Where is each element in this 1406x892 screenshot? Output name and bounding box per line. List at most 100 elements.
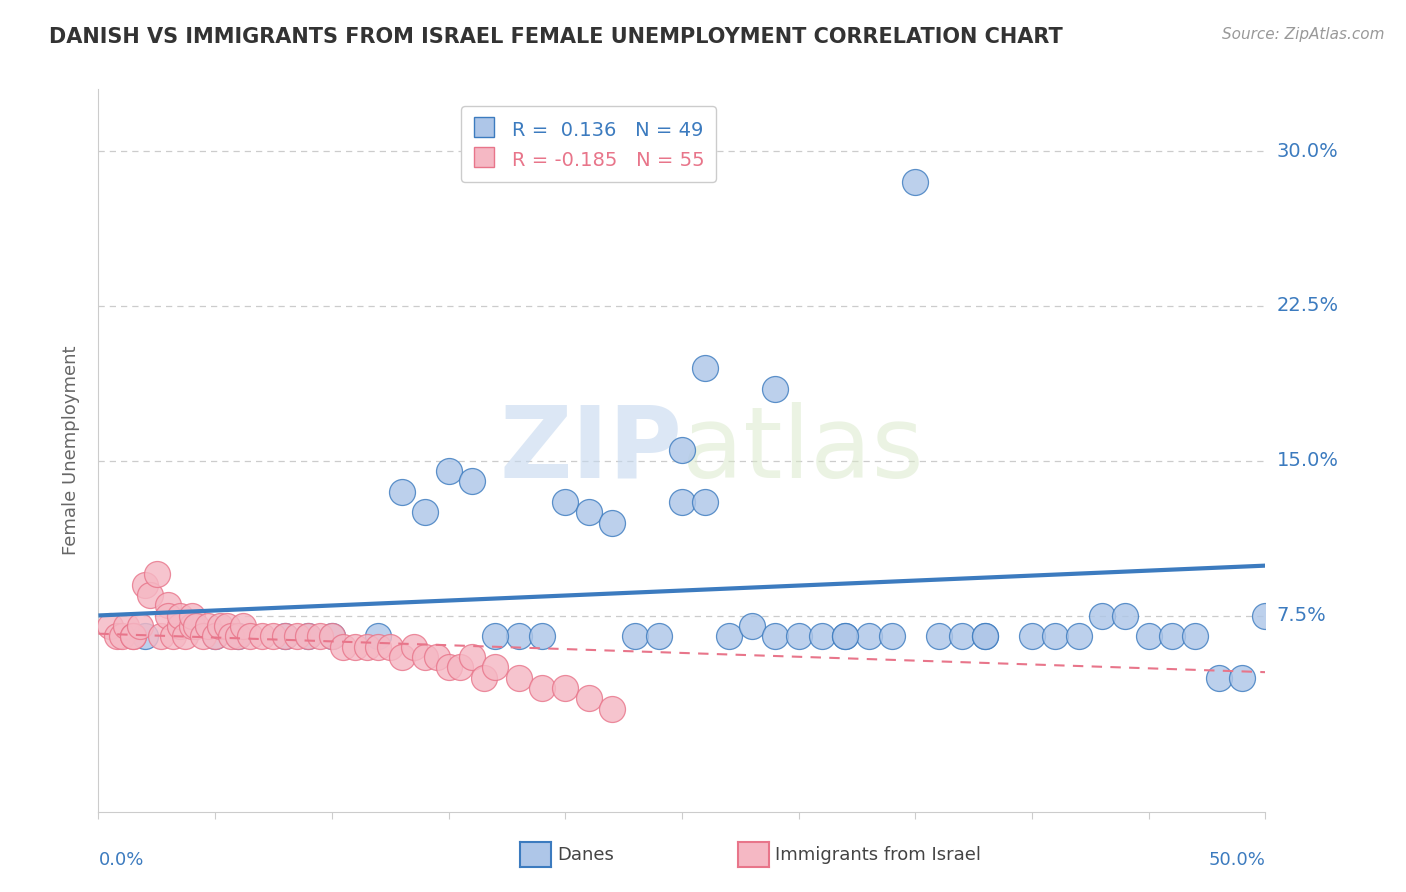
Point	[530, 629, 553, 643]
Point	[1184, 629, 1206, 643]
Point	[115, 619, 138, 633]
Point	[1254, 608, 1277, 623]
Point	[578, 691, 600, 706]
Point	[380, 640, 402, 654]
Point	[391, 484, 413, 499]
Point	[554, 681, 576, 695]
Text: atlas: atlas	[682, 402, 924, 499]
Point	[169, 619, 191, 633]
Text: Immigrants from Israel: Immigrants from Israel	[775, 846, 981, 863]
Point	[146, 567, 169, 582]
Point	[763, 629, 786, 643]
Point	[974, 629, 997, 643]
Text: ZIP: ZIP	[499, 402, 682, 499]
Point	[508, 629, 530, 643]
Point	[162, 629, 184, 643]
Point	[134, 629, 156, 643]
Text: Source: ZipAtlas.com: Source: ZipAtlas.com	[1222, 27, 1385, 42]
Point	[391, 649, 413, 664]
Point	[367, 640, 389, 654]
Point	[530, 681, 553, 695]
Point	[139, 588, 162, 602]
Point	[1137, 629, 1160, 643]
Point	[98, 619, 121, 633]
Point	[484, 660, 506, 674]
Point	[1114, 608, 1136, 623]
Point	[169, 608, 191, 623]
Point	[950, 629, 973, 643]
Point	[508, 671, 530, 685]
Point	[297, 629, 319, 643]
Point	[173, 629, 195, 643]
Point	[250, 629, 273, 643]
Point	[274, 629, 297, 643]
Point	[1208, 671, 1230, 685]
Point	[193, 629, 215, 643]
Point	[157, 599, 180, 613]
Text: 7.5%: 7.5%	[1277, 606, 1326, 625]
Point	[204, 629, 226, 643]
Point	[449, 660, 471, 674]
Point	[221, 629, 243, 643]
Point	[461, 475, 484, 489]
Point	[321, 629, 343, 643]
Point	[811, 629, 834, 643]
Point	[600, 701, 623, 715]
Point	[426, 649, 449, 664]
Point	[186, 619, 208, 633]
Point	[787, 629, 810, 643]
Point	[578, 505, 600, 519]
Point	[647, 629, 669, 643]
Point	[461, 649, 484, 664]
Point	[671, 495, 693, 509]
Point	[695, 495, 717, 509]
Point	[208, 619, 231, 633]
Point	[215, 619, 238, 633]
Point	[297, 629, 319, 643]
Point	[239, 629, 262, 643]
Y-axis label: Female Unemployment: Female Unemployment	[62, 346, 80, 555]
Point	[858, 629, 880, 643]
Point	[437, 464, 460, 478]
Point	[402, 640, 425, 654]
Point	[204, 629, 226, 643]
Point	[356, 640, 378, 654]
Text: 30.0%: 30.0%	[1277, 142, 1339, 161]
Point	[1045, 629, 1067, 643]
Point	[671, 443, 693, 458]
Point	[437, 660, 460, 674]
Point	[285, 629, 308, 643]
Point	[197, 619, 219, 633]
Point	[1091, 608, 1114, 623]
Point	[928, 629, 950, 643]
Point	[150, 629, 173, 643]
Text: 0.0%: 0.0%	[98, 851, 143, 869]
Point	[472, 671, 495, 685]
Point	[1067, 629, 1090, 643]
Legend: R =  0.136   N = 49, R = -0.185   N = 55: R = 0.136 N = 49, R = -0.185 N = 55	[461, 106, 716, 182]
Point	[974, 629, 997, 643]
Point	[122, 629, 145, 643]
Point	[111, 629, 134, 643]
Point	[129, 619, 152, 633]
Text: 22.5%: 22.5%	[1277, 296, 1339, 316]
Point	[904, 175, 927, 189]
Point	[344, 640, 367, 654]
Text: Danes: Danes	[557, 846, 613, 863]
Point	[180, 619, 202, 633]
Point	[600, 516, 623, 530]
Point	[717, 629, 740, 643]
Point	[367, 629, 389, 643]
Text: 15.0%: 15.0%	[1277, 451, 1339, 470]
Point	[413, 505, 436, 519]
Point	[232, 619, 254, 633]
Point	[228, 629, 250, 643]
Point	[741, 619, 763, 633]
Point	[134, 577, 156, 591]
Point	[157, 608, 180, 623]
Point	[763, 382, 786, 396]
Point	[332, 640, 354, 654]
Point	[105, 629, 128, 643]
Point	[484, 629, 506, 643]
Point	[1230, 671, 1253, 685]
